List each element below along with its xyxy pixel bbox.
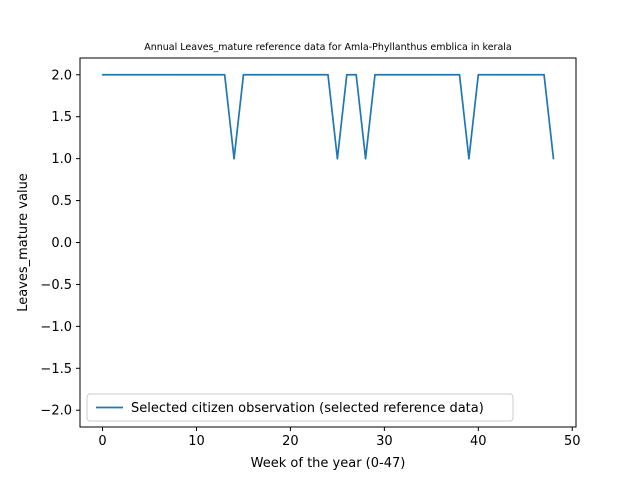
data-point	[195, 73, 198, 76]
data-point	[336, 157, 339, 160]
data-point	[392, 73, 395, 76]
data-point	[299, 73, 301, 76]
data-point	[148, 73, 151, 76]
data-point	[430, 73, 433, 76]
data-point	[327, 73, 329, 76]
data-point	[223, 73, 226, 76]
data-point	[158, 73, 160, 76]
data-point	[439, 73, 442, 76]
data-point	[111, 73, 113, 76]
y-tick-label: −2.0	[40, 404, 72, 419]
x-tick-label: 40	[470, 434, 487, 449]
data-point	[308, 73, 311, 76]
data-point	[515, 73, 517, 76]
data-point	[477, 73, 480, 76]
data-point	[402, 73, 404, 76]
data-point	[449, 73, 451, 76]
data-point	[101, 73, 104, 76]
axis-ticks: 0 10 20 30 40 50 2.0 1.5 1.0 0.5 0.0 −0.5 −1.0 −1.5 −2…	[40, 68, 580, 449]
data-point	[533, 73, 536, 76]
y-tick-label: 0.0	[51, 236, 72, 251]
legend: Selected citizen observation (selected r…	[86, 393, 514, 422]
y-tick-label: 1.0	[51, 152, 72, 167]
plot-area	[101, 73, 555, 160]
data-point	[552, 157, 555, 160]
x-tick-label: 20	[282, 434, 299, 449]
data-point	[120, 73, 123, 76]
x-axis-label: Week of the year (0-47)	[251, 456, 406, 471]
data-point	[524, 73, 527, 76]
data-point	[543, 73, 545, 76]
plot-frame	[79, 57, 577, 428]
data-point	[411, 73, 414, 76]
legend-box	[86, 393, 514, 422]
y-tick-label: −1.0	[40, 320, 72, 335]
data-point	[374, 73, 376, 76]
data-point	[205, 73, 207, 76]
data-point	[421, 73, 423, 76]
data-point	[486, 73, 489, 76]
data-point	[496, 73, 498, 76]
x-tick-label: 30	[376, 434, 393, 449]
data-point	[364, 157, 367, 160]
data-point	[289, 73, 292, 76]
chart-title: Annual Leaves_mature reference data for …	[144, 42, 512, 53]
data-point	[252, 73, 254, 76]
legend-label: Selected citizen observation (selected r…	[131, 401, 484, 416]
data-point	[355, 73, 357, 76]
data-point	[242, 73, 245, 76]
y-tick-label: 2.0	[51, 68, 72, 83]
data-point	[186, 73, 188, 76]
x-tick-label: 0	[98, 434, 106, 449]
data-point	[167, 73, 170, 76]
data-point	[176, 73, 179, 76]
y-tick-label: 0.5	[51, 194, 72, 209]
x-tick-label: 50	[564, 434, 581, 449]
x-tick-label: 10	[188, 434, 205, 449]
data-point	[139, 73, 141, 76]
y-tick-label: −1.5	[40, 362, 72, 377]
y-axis-label: Leaves_mature value	[16, 173, 31, 312]
data-point	[468, 157, 470, 160]
data-point	[270, 73, 273, 76]
data-point	[214, 73, 217, 76]
data-point	[233, 157, 235, 160]
data-point	[383, 73, 386, 76]
data-point	[458, 73, 461, 76]
data-point	[317, 73, 320, 76]
y-tick-label: −0.5	[40, 278, 72, 293]
y-tick-label: 1.5	[51, 110, 72, 125]
data-point	[129, 73, 132, 76]
data-point	[505, 73, 508, 76]
data-point	[280, 73, 282, 76]
data-point	[261, 73, 264, 76]
data-point	[345, 73, 348, 76]
